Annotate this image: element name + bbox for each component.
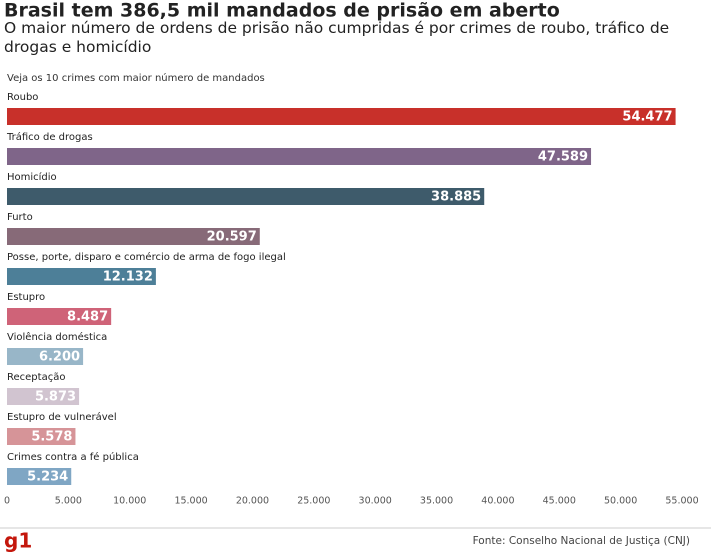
- x-tick-label: 45.000: [543, 496, 576, 507]
- category-label: Crimes contra a fé pública: [7, 451, 139, 463]
- category-label: Posse, porte, disparo e comércio de arma…: [7, 251, 286, 263]
- value-label: 8.487: [67, 310, 108, 325]
- x-tick-label: 50.000: [604, 496, 637, 507]
- value-label: 5.234: [27, 470, 68, 485]
- chart-title: Brasil tem 386,5 mil mandados de prisão …: [4, 0, 560, 22]
- value-label: 54.477: [622, 110, 672, 125]
- x-tick-label: 40.000: [481, 496, 514, 507]
- x-tick-label: 15.000: [174, 496, 207, 507]
- bar: [7, 108, 676, 125]
- value-label: 5.873: [35, 390, 76, 405]
- subtitle-box: O maior número de ordens de prisão não c…: [4, 19, 670, 56]
- value-label: 47.589: [538, 150, 588, 165]
- logo: g1: [4, 529, 32, 553]
- chart-subtitle: O maior número de ordens de prisão não c…: [4, 19, 670, 56]
- value-label: 6.200: [39, 350, 80, 365]
- value-label: 5.578: [31, 430, 72, 445]
- category-label: Violência doméstica: [7, 331, 107, 343]
- bar: [7, 428, 76, 445]
- x-tick-label: 55.000: [665, 496, 698, 507]
- x-tick-label: 20.000: [236, 496, 269, 507]
- bar: [7, 468, 72, 485]
- x-tick-label: 10.000: [113, 496, 146, 507]
- bar: [7, 388, 80, 405]
- category-label: Tráfico de drogas: [6, 131, 93, 143]
- category-label: Receptação: [7, 372, 65, 383]
- x-tick-label: 35.000: [420, 496, 453, 507]
- category-label: Estupro de vulnerável: [7, 411, 117, 423]
- x-tick-label: 30.000: [359, 496, 392, 507]
- chart-note: Veja os 10 crimes com maior número de ma…: [7, 72, 265, 84]
- value-label: 38.885: [431, 190, 481, 205]
- bar: [7, 268, 156, 285]
- bar: [7, 228, 260, 245]
- category-label: Roubo: [7, 92, 38, 103]
- x-tick-label: 5.000: [55, 496, 82, 507]
- bar: [7, 348, 84, 365]
- category-label: Homicídio: [7, 171, 57, 183]
- value-label: 20.597: [207, 230, 257, 245]
- value-label: 12.132: [103, 270, 153, 285]
- x-tick-label: 25.000: [297, 496, 330, 507]
- category-label: Estupro: [7, 292, 45, 303]
- x-tick-label: 0: [4, 496, 10, 507]
- category-label: Furto: [7, 212, 33, 223]
- bar: [7, 188, 485, 205]
- bar: [7, 308, 112, 325]
- source: Fonte: Conselho Nacional de Justiça (CNJ…: [473, 535, 690, 547]
- bar: [7, 148, 592, 165]
